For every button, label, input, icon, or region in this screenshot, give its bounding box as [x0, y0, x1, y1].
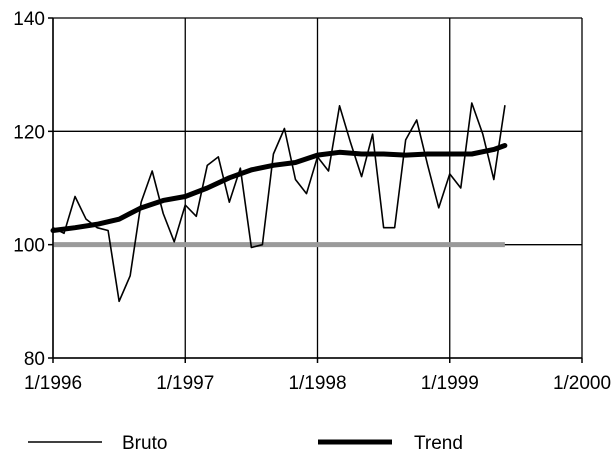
x-tick-label: 1/2000 — [553, 373, 611, 394]
x-tick-label: 1/1996 — [24, 373, 82, 394]
x-tick-label: 1/1997 — [156, 373, 214, 394]
y-tick-label: 140 — [13, 9, 45, 30]
legend-label-bruto: Bruto — [122, 433, 167, 454]
series-group — [50, 102, 508, 303]
y-tick-label: 80 — [24, 349, 45, 370]
legend-label-trend: Trend — [414, 433, 463, 454]
y-tick-label: 100 — [13, 236, 45, 257]
legend: Bruto Trend — [28, 433, 463, 454]
series-line-trend — [50, 143, 508, 233]
axes: 80 100 120 140 1/1996 1/1997 1/1998 1/1999 1/200… — [13, 9, 611, 394]
x-tick-label: 1/1999 — [421, 373, 479, 394]
series-line-bruto — [52, 102, 506, 303]
y-tick-label: 120 — [13, 122, 45, 143]
x-tick-label: 1/1998 — [288, 373, 346, 394]
